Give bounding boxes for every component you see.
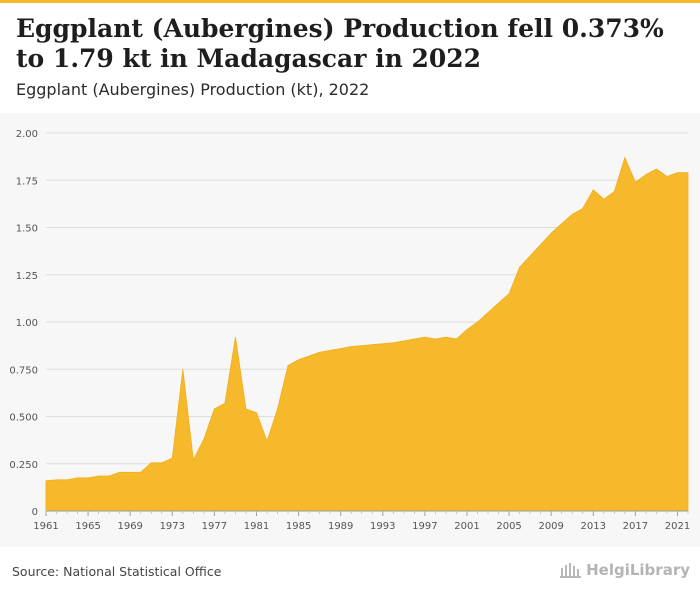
source-note: Source: National Statistical Office <box>12 564 222 579</box>
x-tick-label: 2021 <box>665 521 690 532</box>
x-tick-label: 1965 <box>75 521 100 532</box>
x-tick-label: 1969 <box>117 521 142 532</box>
y-tick-label: 1.75 <box>16 176 38 187</box>
x-tick-label: 1989 <box>328 521 353 532</box>
x-tick-label: 1997 <box>412 521 437 532</box>
top-accent-bar <box>0 0 700 3</box>
x-tick-label: 1977 <box>202 521 227 532</box>
x-tick-label: 1981 <box>244 521 269 532</box>
y-tick-label: 0.750 <box>9 365 38 376</box>
x-tick-label: 2017 <box>623 521 648 532</box>
y-tick-label: 1.00 <box>16 318 38 329</box>
logo-text: HelgiLibrary <box>586 561 690 579</box>
y-tick-label: 1.25 <box>16 271 38 282</box>
x-tick-label: 1993 <box>370 521 395 532</box>
y-tick-label: 0.250 <box>9 460 38 471</box>
x-tick-label: 2005 <box>496 521 521 532</box>
x-tick-label: 1985 <box>286 521 311 532</box>
series-area <box>45 156 689 512</box>
x-tick-label: 2009 <box>538 521 563 532</box>
y-tick-label: 1.50 <box>16 224 38 235</box>
x-tick-label: 1973 <box>160 521 185 532</box>
x-tick-label: 1961 <box>33 521 58 532</box>
helgi-library-logo: HelgiLibrary <box>560 561 690 579</box>
y-tick-label: 2.00 <box>16 129 38 140</box>
library-icon <box>560 563 582 578</box>
chart-panel: 0 0.250 0.500 0.750 1.00 1.25 1.50 1.75 2.00 1961… <box>0 113 700 547</box>
chart-subtitle: Eggplant (Aubergines) Production (kt), 2… <box>16 80 370 99</box>
area-chart: 0 0.250 0.500 0.750 1.00 1.25 1.50 1.75 2.00 1961… <box>9 129 690 532</box>
y-tick-label: 0 <box>32 507 38 518</box>
x-tick-label: 2013 <box>581 521 606 532</box>
x-tick-label: 2001 <box>454 521 479 532</box>
page-title: Eggplant (Aubergines) Production fell 0.… <box>16 14 664 73</box>
y-tick-label: 0.500 <box>9 413 38 424</box>
